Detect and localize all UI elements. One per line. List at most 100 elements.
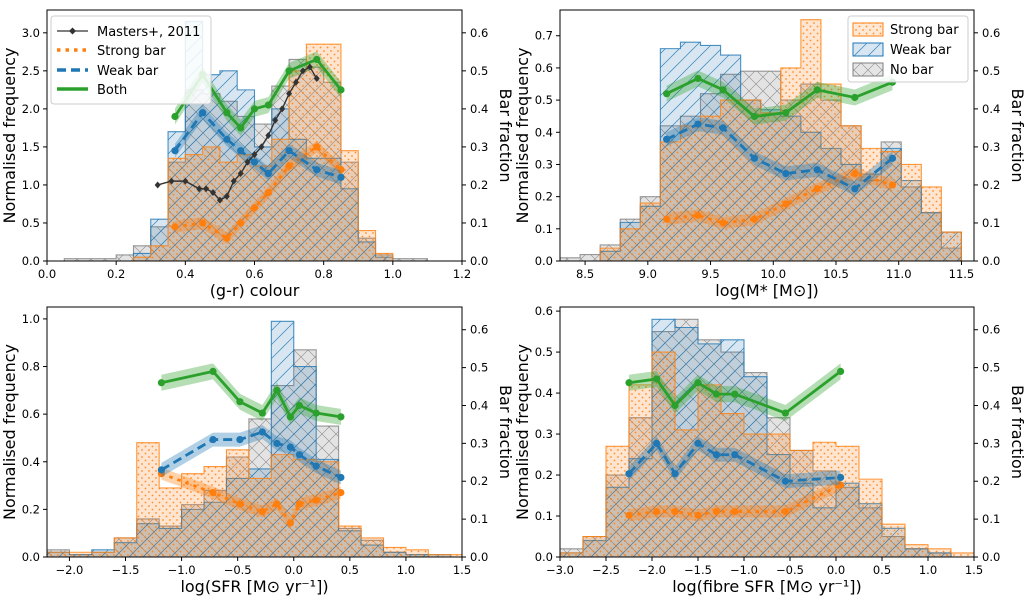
fraction-both-point (337, 413, 345, 421)
y-tick-label: 0.1 (535, 509, 553, 523)
fraction-strong-line (666, 172, 893, 225)
y-tick-label: 0.4 (535, 386, 553, 400)
fraction-weak-point (653, 439, 661, 447)
x-tick-label: 1.0 (397, 563, 415, 577)
y-tick-label: 0.8 (22, 360, 40, 374)
x-tick-label: 8.5 (576, 267, 594, 281)
y-tick-label: 1.0 (22, 312, 40, 326)
fraction-both-band (174, 51, 341, 136)
y-tick-label: 1.5 (22, 140, 40, 154)
fraction-both-point (653, 375, 661, 383)
plot-area (560, 19, 963, 261)
masters-marker (286, 90, 293, 98)
masters-marker (154, 181, 161, 189)
fraction-weak-point (250, 158, 259, 166)
y2-tick-label: 0.6 (982, 323, 1000, 337)
y-axis-label: Normalised frequency (0, 47, 19, 223)
fraction-both-point (781, 409, 790, 417)
x-tick-label: −2.5 (592, 563, 620, 577)
x-tick-label: −0.5 (776, 563, 804, 577)
hist-strong-pattern (47, 442, 462, 557)
y-tick-label: 0.2 (535, 468, 553, 482)
x-tick-label: 0.0 (285, 563, 303, 577)
y2-tick-label: 0.1 (982, 216, 1000, 230)
fraction-strong-point (719, 219, 727, 227)
fraction-both-point (851, 93, 859, 102)
masters-marker (182, 177, 189, 185)
y2-tick-label: 0.4 (982, 102, 1000, 116)
x-tick-label: 11.0 (886, 267, 912, 281)
fraction-strong-point (782, 200, 790, 208)
x-tick-label: 10.0 (760, 267, 786, 281)
legend-both-label: Both (97, 83, 127, 98)
y-tick-label: 0.6 (535, 304, 553, 318)
x-tick-label: 0.0 (38, 267, 56, 281)
fraction-strong-point (653, 507, 661, 516)
legend-panel-1: Masters+, 2011 Strong bar Weak bar Both (50, 15, 212, 105)
y2-tick-label: 0.1 (982, 512, 1000, 526)
y2-tick-label: 0.2 (470, 178, 488, 192)
fraction-weak-point (236, 435, 244, 444)
y2-tick-label: 0.0 (982, 254, 1000, 268)
fraction-weak-band (174, 105, 341, 185)
fraction-both-point (694, 379, 702, 387)
masters-marker (313, 74, 320, 82)
fraction-strong-point (223, 234, 231, 242)
fraction-strong-point (663, 215, 671, 223)
masters-marker (216, 196, 223, 204)
hist-strong-outline (560, 351, 974, 557)
fraction-weak-point (837, 473, 845, 482)
fraction-strong-point (258, 507, 266, 516)
legend-weak-pattern (853, 43, 883, 56)
y-tick-label: 0.3 (535, 427, 553, 441)
fraction-weak-line (627, 441, 841, 483)
fraction-weak-point (223, 135, 231, 143)
fraction-strong-point (694, 211, 702, 219)
fraction-strong-point (671, 507, 679, 516)
x-tick-label: −0.5 (224, 563, 252, 577)
y2-tick-label: 0.1 (470, 216, 488, 230)
masters-marker (230, 177, 237, 185)
fraction-strong-point (750, 215, 759, 223)
y-axis-label: Normalised frequency (513, 47, 532, 223)
y2-tick-label: 0.0 (982, 550, 1000, 564)
x-tick-label: −3.0 (546, 563, 574, 577)
fraction-strong-point (273, 500, 281, 508)
y2-tick-label: 0.3 (982, 140, 1000, 154)
plot-area (560, 318, 974, 557)
x-axis-label: (g-r) colour (210, 281, 300, 300)
x-tick-label: 0.6 (245, 267, 263, 281)
fraction-strong-point (250, 204, 259, 212)
masters-marker (196, 185, 203, 193)
y-tick-label: 0.5 (535, 93, 553, 107)
y2-tick-label: 0.0 (470, 550, 488, 564)
y2-tick-label: 0.5 (982, 64, 1000, 78)
y-tick-label: 0.0 (535, 254, 553, 268)
fraction-strong-band (161, 467, 341, 529)
x-axis-label: log(fibre SFR [M⊙ yr⁻¹]) (672, 577, 862, 596)
masters-marker (306, 63, 313, 71)
fraction-both-line (666, 76, 893, 118)
x-tick-label: −1.5 (112, 563, 140, 577)
legend-strong-pattern (853, 23, 883, 36)
legend-nobar-pattern (853, 63, 883, 76)
masters-marker (258, 143, 265, 151)
panel-fibre-sfr: −3.0 −2.5 −2.0 −1.5 −1.0 −0.5 0.0 0.5 1.0 1.50.00… (513, 304, 1024, 596)
fraction-both-point (209, 367, 217, 375)
y-tick-label: 3.0 (22, 26, 40, 40)
fraction-both-point (837, 367, 845, 375)
y-tick-label: 0.1 (535, 222, 553, 236)
fraction-weak-point (258, 428, 266, 436)
hist-strong-pattern (560, 352, 974, 557)
fraction-weak-point (782, 169, 790, 178)
fraction-strong-point (312, 496, 320, 504)
y2-tick-label: 0.4 (470, 102, 488, 116)
y2-tick-label: 0.2 (982, 178, 1000, 192)
x-tick-label: −2.0 (638, 563, 666, 577)
y-tick-label: 0.5 (22, 216, 40, 230)
y2-tick-label: 0.0 (470, 254, 488, 268)
fraction-strong-point (625, 511, 633, 519)
legend-panel-2: Strong bar Weak bar No bar (847, 15, 969, 83)
y-tick-label: 0.0 (535, 550, 553, 564)
legend-strong-label: Strong bar (97, 44, 166, 59)
